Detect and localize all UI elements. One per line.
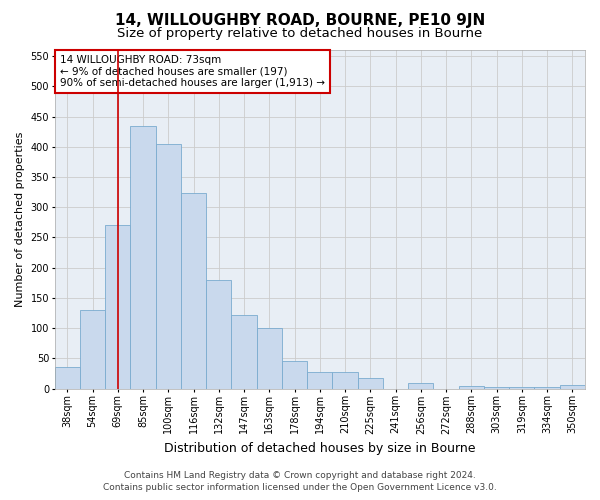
Bar bbox=[332, 372, 358, 388]
Bar bbox=[232, 315, 257, 388]
Bar bbox=[307, 372, 332, 388]
Text: 14 WILLOUGHBY ROAD: 73sqm
← 9% of detached houses are smaller (197)
90% of semi-: 14 WILLOUGHBY ROAD: 73sqm ← 9% of detach… bbox=[60, 55, 325, 88]
Text: 14, WILLOUGHBY ROAD, BOURNE, PE10 9JN: 14, WILLOUGHBY ROAD, BOURNE, PE10 9JN bbox=[115, 12, 485, 28]
Bar bbox=[484, 387, 509, 388]
Bar bbox=[156, 144, 181, 388]
Bar bbox=[206, 280, 232, 388]
Bar bbox=[55, 368, 80, 388]
Y-axis label: Number of detached properties: Number of detached properties bbox=[15, 132, 25, 307]
Bar bbox=[105, 226, 130, 388]
Bar bbox=[560, 385, 585, 388]
Bar bbox=[408, 383, 433, 388]
Bar bbox=[130, 126, 156, 388]
Bar bbox=[459, 386, 484, 388]
Text: Size of property relative to detached houses in Bourne: Size of property relative to detached ho… bbox=[118, 28, 482, 40]
Bar bbox=[181, 194, 206, 388]
X-axis label: Distribution of detached houses by size in Bourne: Distribution of detached houses by size … bbox=[164, 442, 476, 455]
Bar bbox=[80, 310, 105, 388]
Bar bbox=[282, 362, 307, 388]
Bar bbox=[257, 328, 282, 388]
Bar bbox=[358, 378, 383, 388]
Text: Contains HM Land Registry data © Crown copyright and database right 2024.
Contai: Contains HM Land Registry data © Crown c… bbox=[103, 471, 497, 492]
